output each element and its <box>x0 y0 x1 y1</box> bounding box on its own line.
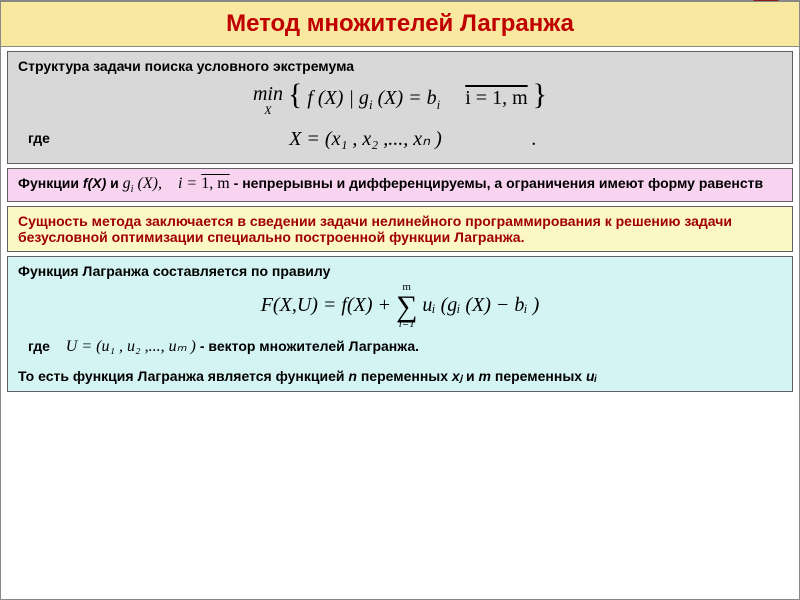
sec2-eq: gi (X), i = 1, m <box>123 175 234 192</box>
sum-symbol: m ∑ i=1 <box>396 283 417 330</box>
sec1-where: где <box>28 130 50 146</box>
sec2-t4: - непрерывны и дифференцируемы, а ограни… <box>234 175 763 191</box>
sec1-heading: Структура задачи поиска условного экстре… <box>18 58 782 74</box>
title: Метод множителей Лагранжа <box>226 10 574 37</box>
section-functions: Функции f(X) и gi (X), i = 1, m - непрер… <box>7 168 793 202</box>
sec4-vec-text: - вектор множителей Лагранжа. <box>200 338 419 354</box>
sec3-t1: Сущность метода <box>18 213 141 229</box>
sec1-where-row: где X = (x₁ , x₂ ,..., xₙ ) . <box>18 120 782 157</box>
slide: 8 Метод множителей Лагранжа Структура за… <box>0 0 800 600</box>
section-structure: Структура задачи поиска условного экстре… <box>7 51 793 164</box>
sec4-eq-main: F(X,U) = f(X) + m ∑ i=1 uᵢ (gᵢ (X) − bᵢ … <box>18 279 782 334</box>
sec1-eq2: X = (x₁ , x₂ ,..., xₙ ) . <box>54 122 772 155</box>
sec1-eq1: min X { f (X) | gi (X) = bi i = 1, m } <box>18 74 782 120</box>
sec2-t1: Функции <box>18 175 83 191</box>
section-essence: Сущность метода заключается в сведении з… <box>7 206 793 252</box>
sec4-where: где <box>28 338 50 354</box>
title-bar: Метод множителей Лагранжа <box>1 1 799 47</box>
sec4-where-row: где U = (u₁ , u₂ ,..., uₘ ) - вектор мно… <box>18 334 782 358</box>
sec4-eqU: U = (u₁ , u₂ ,..., uₘ ) <box>66 336 196 356</box>
sec4-heading: Функция Лагранжа составляется по правилу <box>18 263 782 279</box>
sec4-footer: То есть функция Лагранжа является функци… <box>18 368 782 385</box>
section-lagrange-fn: Функция Лагранжа составляется по правилу… <box>7 256 793 392</box>
